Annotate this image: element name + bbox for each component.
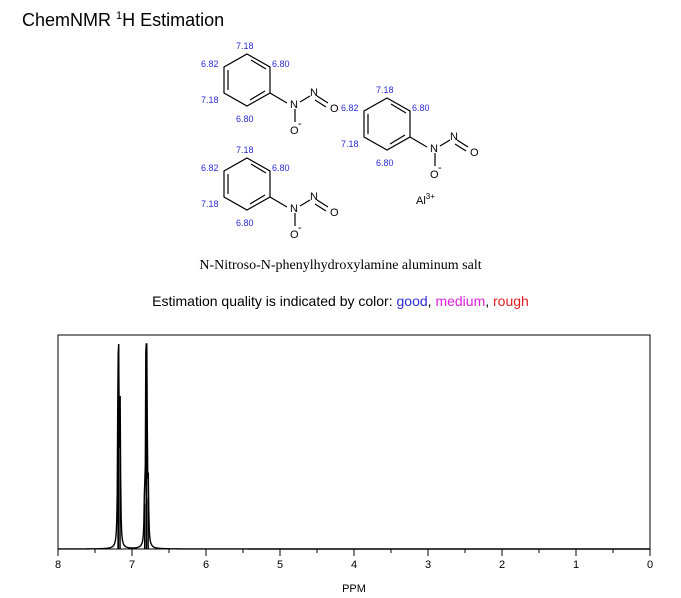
charge-3: - <box>298 222 302 234</box>
atom-n3b: N <box>310 191 318 203</box>
shift-r2-ll: 7.18 <box>341 139 359 149</box>
x-tick-label: 4 <box>351 559 357 571</box>
shift-r3-b: 6.80 <box>236 218 254 228</box>
atom-n2b: N <box>450 131 458 143</box>
shift-r1-ul: 6.82 <box>201 59 219 69</box>
x-tick-label: 7 <box>129 559 135 571</box>
x-tick-label: 8 <box>55 559 61 571</box>
x-axis-ticks: 8 7 6 5 4 3 2 1 0 <box>55 549 653 571</box>
atom-o1-minus: O <box>290 125 299 137</box>
atom-n1b: N <box>310 87 318 99</box>
shift-r1-top: 7.18 <box>236 41 254 51</box>
shift-r2-b: 6.80 <box>376 158 394 168</box>
shift-r3-ll: 7.18 <box>201 199 219 209</box>
shift-r2-top: 7.18 <box>376 85 394 95</box>
charge-1: - <box>298 118 302 130</box>
x-tick-label: 2 <box>499 559 505 571</box>
x-tick-label: 5 <box>277 559 283 571</box>
atom-n2: N <box>430 143 438 155</box>
legend-rough: rough <box>493 293 529 309</box>
shift-r3-top: 7.18 <box>236 145 254 155</box>
atom-o2-minus: O <box>430 169 439 181</box>
x-axis-label: PPM <box>342 583 366 595</box>
molecule-structure: N N O O - 7.18 6.82 6.80 7.18 6.80 N N O… <box>201 41 479 241</box>
atom-o2: O <box>470 147 479 159</box>
shift-r1-ur: 6.80 <box>272 59 290 69</box>
spectrum-peaks <box>58 343 650 550</box>
quality-legend: Estimation quality is indicated by color… <box>152 293 529 309</box>
shift-r2-ur: 6.80 <box>412 103 430 113</box>
nmr-spectrum: 8 7 6 5 4 3 2 1 0 PPM <box>55 334 653 595</box>
x-tick-label: 3 <box>425 559 431 571</box>
shift-r1-ll: 7.18 <box>201 95 219 105</box>
counter-ion: Al3+ <box>416 192 435 207</box>
atom-n3: N <box>290 203 298 215</box>
atom-o3: O <box>330 207 339 219</box>
atom-o3-minus: O <box>290 229 299 241</box>
spectrum-trace <box>58 343 650 550</box>
atom-o1: O <box>330 103 339 115</box>
legend-good: good <box>396 293 428 309</box>
shift-r1-b: 6.80 <box>236 114 254 124</box>
benzene-ring-1 <box>223 53 329 122</box>
atom-n1: N <box>290 99 298 111</box>
charge-2: - <box>438 162 442 174</box>
x-tick-label: 0 <box>647 559 653 571</box>
shift-r2-ul: 6.82 <box>341 103 359 113</box>
compound-name: N-Nitroso-N-phenylhydroxylamine aluminum… <box>199 258 482 273</box>
shift-r3-ul: 6.82 <box>201 163 219 173</box>
page-title: ChemNMR 1H Estimation <box>22 10 225 30</box>
shift-r3-ur: 6.80 <box>272 163 290 173</box>
x-tick-label: 6 <box>203 559 209 571</box>
legend-medium: medium <box>435 293 486 309</box>
benzene-ring-3 <box>223 157 329 226</box>
benzene-ring-2 <box>363 97 469 166</box>
x-tick-label: 1 <box>573 559 579 571</box>
